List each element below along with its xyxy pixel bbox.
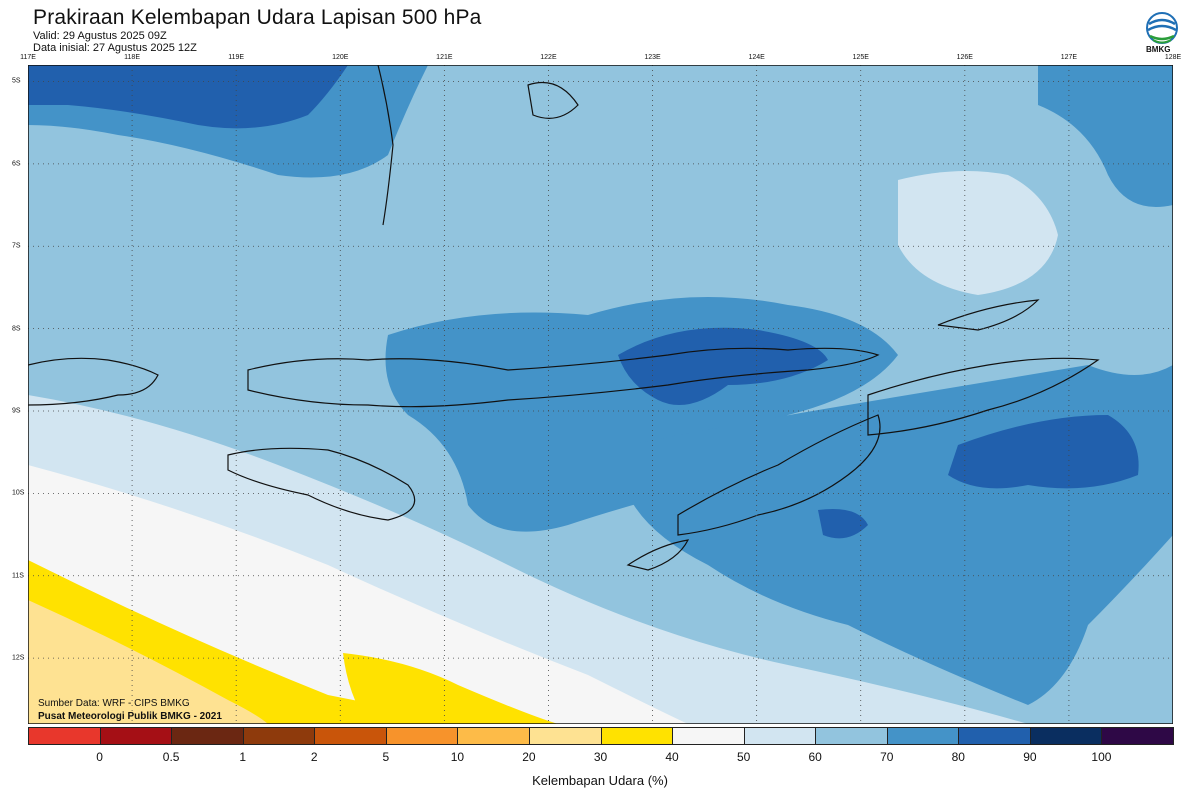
- colorbar-swatch: [171, 727, 244, 745]
- lat-tick-label: 8S: [12, 325, 21, 333]
- very-moist-core-central: [618, 327, 828, 405]
- colorbar-label: 0: [96, 750, 103, 764]
- lon-tick-label: 125E: [852, 54, 869, 61]
- colorbar-label: 50: [736, 750, 751, 764]
- colorbar-swatch: [314, 727, 387, 745]
- very-moist-core-east: [948, 415, 1139, 489]
- lat-tick-label: 12S: [12, 654, 25, 662]
- colorbar-label: 5: [382, 750, 390, 764]
- extreme-dry-zone-pale: [28, 600, 268, 724]
- humidity-map: [28, 65, 1173, 724]
- colorbar-label: 10: [450, 750, 465, 764]
- very-moist-zone-northwest: [28, 65, 348, 129]
- lon-tick-label: 120E: [332, 54, 349, 61]
- coastline-wetar: [937, 299, 1040, 331]
- colorbar-label: 80: [951, 750, 965, 764]
- colorbar-swatch: [28, 727, 101, 745]
- colorbar-label: 60: [808, 750, 822, 764]
- colorbar-label: 40: [665, 750, 679, 764]
- lon-tick-label: 118E: [124, 54, 140, 61]
- very-moist-patch-south: [818, 509, 868, 539]
- colorbar-swatch: [528, 727, 602, 745]
- coastline-banda-islands: [527, 81, 579, 119]
- colorbar-swatch: [743, 727, 817, 745]
- colorbar-title: Kelembapan Udara (%): [532, 773, 668, 788]
- publisher: Pusat Meteorologi Publik BMKG - 2021: [38, 711, 222, 722]
- lon-tick-label: 117E: [20, 54, 36, 61]
- lon-tick-label: 121E: [436, 54, 453, 61]
- chart-title: Prakiraan Kelembapan Udara Lapisan 500 h…: [33, 6, 482, 29]
- colorbar-label: 0.5: [162, 750, 180, 764]
- colorbar-swatch: [815, 727, 888, 745]
- coastline-sulawesi-south: [377, 65, 394, 226]
- coastlines: [28, 65, 1100, 571]
- lat-tick-label: 10S: [12, 489, 25, 497]
- colorbar-label: 20: [522, 750, 536, 764]
- lat-tick-label: 9S: [12, 407, 21, 415]
- lon-tick-label: 119E: [228, 54, 245, 61]
- coastline-timor: [677, 414, 881, 536]
- coastline-sumbawa-flores: [247, 347, 880, 408]
- initial-time: Data inisial: 27 Agustus 2025 12Z: [33, 42, 197, 54]
- lat-tick-label: 6S: [12, 160, 21, 168]
- colorbar-swatch: [99, 727, 173, 745]
- colorbar-swatch: [672, 727, 745, 745]
- very-dry-patch-yellow: [343, 653, 558, 724]
- lat-tick-label: 11S: [12, 572, 24, 580]
- coastline-bali-lombok: [28, 357, 159, 406]
- colorbar-swatch: [600, 727, 674, 745]
- bmkg-logo-text: BMKG: [1146, 45, 1171, 54]
- bmkg-logo: [1146, 12, 1178, 44]
- drier-zone-northeast: [898, 171, 1058, 295]
- colorbar-swatch: [242, 727, 316, 745]
- colorbar-label: 70: [880, 750, 894, 764]
- colorbar-swatch: [1101, 727, 1174, 745]
- lon-tick-label: 124E: [748, 54, 765, 61]
- gridlines: [28, 65, 1173, 724]
- colorbar-swatch: [886, 727, 960, 745]
- coastline-rote: [626, 539, 690, 571]
- colorbar-label: 90: [1023, 750, 1037, 764]
- eez-boundary: [867, 357, 1100, 436]
- data-source: Sumber Data: WRF - CIPS BMKG: [38, 698, 190, 709]
- colorbar-swatch: [958, 727, 1031, 745]
- lon-tick-label: 122E: [540, 54, 557, 61]
- lat-tick-label: 5S: [12, 77, 21, 85]
- colorbar-label: 100: [1091, 750, 1112, 764]
- lon-tick-label: 127E: [1060, 54, 1078, 61]
- colorbar-swatch: [457, 727, 530, 745]
- coastline-sumba: [227, 447, 416, 521]
- lat-tick-label: 7S: [12, 242, 21, 250]
- colorbar-label: 30: [593, 750, 608, 764]
- colorbar-label: 1: [239, 750, 247, 764]
- lon-tick-label: 123E: [644, 54, 661, 61]
- moist-zone-northeast: [1038, 65, 1173, 207]
- colorbar-swatch: [385, 727, 459, 745]
- colorbar-label: 2: [310, 750, 318, 764]
- lon-tick-label: 126E: [956, 54, 973, 61]
- colorbar-swatch: [1029, 727, 1103, 745]
- lon-tick-label: 128E: [1164, 54, 1182, 61]
- valid-time: Valid: 29 Agustus 2025 09Z: [33, 30, 167, 42]
